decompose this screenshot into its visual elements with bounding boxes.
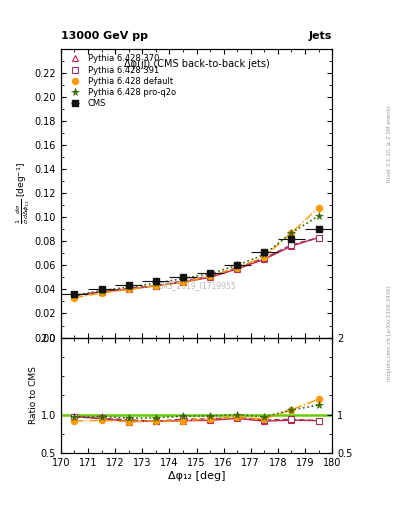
Line: Pythia 6.428 370: Pythia 6.428 370 [72, 234, 321, 298]
Pythia 6.428 default [153, 283, 158, 289]
Pythia 6.428 391 [316, 234, 321, 241]
Line: Pythia 6.428 default: Pythia 6.428 default [72, 204, 321, 301]
Pythia 6.428 default [99, 290, 104, 296]
Pythia 6.428 370 [180, 279, 185, 285]
Pythia 6.428 370 [99, 289, 104, 295]
Pythia 6.428 391 [235, 265, 240, 271]
Pythia 6.428 370 [127, 286, 131, 292]
Pythia 6.428 default [289, 230, 294, 236]
Pythia 6.428 370 [262, 256, 267, 262]
Pythia 6.428 default [262, 254, 267, 260]
Pythia 6.428 pro-q2o [235, 262, 240, 268]
Pythia 6.428 pro-q2o [99, 288, 104, 294]
Pythia 6.428 391 [127, 285, 131, 291]
Pythia 6.428 370 [72, 292, 77, 298]
Pythia 6.428 391 [262, 255, 267, 261]
Pythia 6.428 391 [180, 278, 185, 284]
Pythia 6.428 pro-q2o [289, 230, 294, 236]
Text: 13000 GeV pp: 13000 GeV pp [61, 31, 148, 41]
Pythia 6.428 default [180, 279, 185, 285]
Y-axis label: Ratio to CMS: Ratio to CMS [29, 367, 38, 424]
Pythia 6.428 default [316, 204, 321, 210]
Pythia 6.428 default [235, 265, 240, 271]
Pythia 6.428 pro-q2o [316, 213, 321, 219]
Pythia 6.428 pro-q2o [262, 251, 267, 258]
Pythia 6.428 391 [153, 283, 158, 289]
Pythia 6.428 370 [208, 274, 213, 281]
Pythia 6.428 pro-q2o [180, 275, 185, 282]
Pythia 6.428 pro-q2o [153, 280, 158, 286]
Pythia 6.428 default [72, 295, 77, 301]
Pythia 6.428 pro-q2o [72, 292, 77, 298]
Pythia 6.428 pro-q2o [127, 284, 131, 290]
Text: CMS_2019_I1719955: CMS_2019_I1719955 [157, 281, 236, 290]
Text: Δφ(jj) (CMS back-to-back jets): Δφ(jj) (CMS back-to-back jets) [124, 59, 269, 69]
Pythia 6.428 370 [316, 234, 321, 241]
Line: Pythia 6.428 391: Pythia 6.428 391 [72, 234, 321, 298]
Pythia 6.428 default [208, 273, 213, 279]
Pythia 6.428 370 [235, 266, 240, 272]
Pythia 6.428 pro-q2o [208, 271, 213, 277]
Pythia 6.428 default [127, 286, 131, 292]
Pythia 6.428 391 [208, 273, 213, 279]
Legend: Pythia 6.428 370, Pythia 6.428 391, Pythia 6.428 default, Pythia 6.428 pro-q2o, : Pythia 6.428 370, Pythia 6.428 391, Pyth… [65, 53, 177, 110]
X-axis label: Δφ₁₂ [deg]: Δφ₁₂ [deg] [168, 471, 225, 481]
Text: mcplots.cern.ch [arXiv:1306.3436]: mcplots.cern.ch [arXiv:1306.3436] [387, 285, 392, 380]
Text: Rivet 3.1.10, ≥ 2.5M events: Rivet 3.1.10, ≥ 2.5M events [387, 105, 392, 182]
Y-axis label: $\frac{1}{\bar{\sigma}}\frac{d\sigma}{d\Delta\phi_{12}}$ [deg$^{-1}$]: $\frac{1}{\bar{\sigma}}\frac{d\sigma}{d\… [14, 162, 32, 224]
Pythia 6.428 391 [72, 292, 77, 298]
Text: Jets: Jets [309, 31, 332, 41]
Line: Pythia 6.428 pro-q2o: Pythia 6.428 pro-q2o [71, 212, 322, 299]
Pythia 6.428 391 [289, 242, 294, 248]
Pythia 6.428 370 [153, 283, 158, 289]
Pythia 6.428 391 [99, 289, 104, 295]
Pythia 6.428 370 [289, 243, 294, 249]
